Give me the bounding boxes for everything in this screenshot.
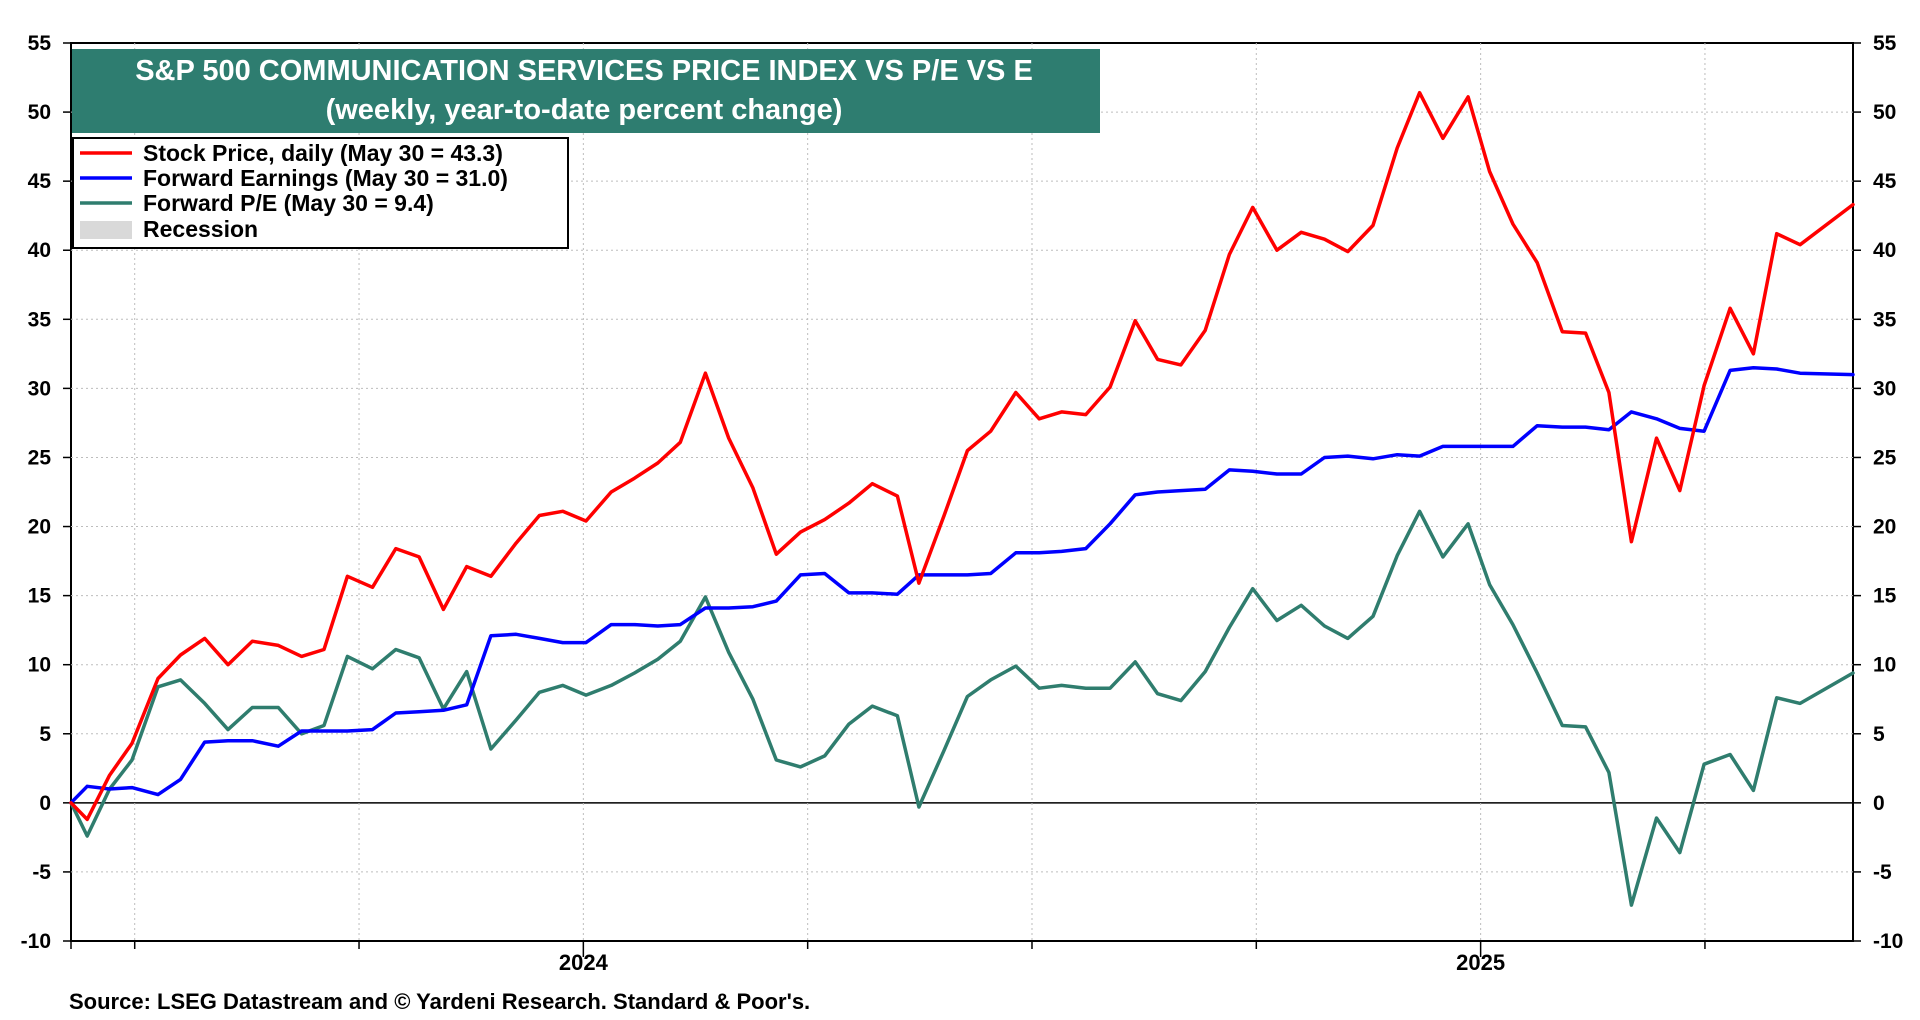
chart-title: S&P 500 COMMUNICATION SERVICES PRICE IND… <box>135 55 1033 87</box>
series-line-forward-earnings <box>69 365 1855 805</box>
y-tick-label-right: 30 <box>1873 377 1896 400</box>
y-tick-label-left: 50 <box>28 101 51 124</box>
legend-label-recession: Recession <box>143 216 258 242</box>
y-tick-label-left: 55 <box>28 32 52 55</box>
y-tick-label-right: 40 <box>1873 239 1896 262</box>
y-tick-label-right: 10 <box>1873 654 1896 677</box>
y-tick-label-right: 5 <box>1873 723 1885 746</box>
x-tick-label: 2025 <box>1456 950 1505 975</box>
series-lines <box>69 90 1855 907</box>
y-tick-label-right: 45 <box>1873 170 1897 193</box>
y-tick-label-left: 40 <box>28 239 51 262</box>
legend-label-forward-earnings: Forward Earnings (May 30 = 31.0) <box>143 165 508 191</box>
legend-swatch-recession <box>80 221 132 239</box>
source-note: Source: LSEG Datastream and © Yardeni Re… <box>69 989 810 1014</box>
title-box: S&P 500 COMMUNICATION SERVICES PRICE IND… <box>72 49 1100 133</box>
legend-label-forward-pe: Forward P/E (May 30 = 9.4) <box>143 190 434 216</box>
y-tick-label-left: 25 <box>28 446 52 469</box>
y-tick-label-left: 35 <box>28 308 52 331</box>
y-tick-label-right: -5 <box>1873 861 1892 884</box>
y-tick-label-right: 35 <box>1873 308 1897 331</box>
y-tick-label-left: 45 <box>28 170 52 193</box>
y-tick-label-right: 55 <box>1873 32 1897 55</box>
legend: Stock Price, daily (May 30 = 43.3) Forwa… <box>72 137 569 249</box>
y-tick-label-right: -10 <box>1873 930 1903 953</box>
y-tick-label-left: 10 <box>28 654 51 677</box>
y-tick-label-left: -5 <box>32 861 51 884</box>
series-line-forward-pe <box>69 509 1855 907</box>
legend-label-stock-price: Stock Price, daily (May 30 = 43.3) <box>143 140 503 166</box>
y-tick-label-left: -10 <box>21 930 51 953</box>
series-line-stock-price <box>69 90 1855 822</box>
x-tick-label: 2024 <box>559 950 609 975</box>
y-tick-label-left: 0 <box>39 792 51 815</box>
y-tick-label-left: 20 <box>28 516 51 539</box>
y-tick-label-right: 50 <box>1873 101 1896 124</box>
chart-subtitle: (weekly, year-to-date percent change) <box>326 94 843 126</box>
y-tick-label-left: 15 <box>28 585 52 608</box>
y-tick-label-left: 30 <box>28 377 51 400</box>
y-tick-label-right: 20 <box>1873 516 1896 539</box>
y-tick-label-right: 25 <box>1873 446 1897 469</box>
y-tick-label-right: 15 <box>1873 585 1897 608</box>
y-tick-label-right: 0 <box>1873 792 1885 815</box>
y-tick-label-left: 5 <box>39 723 51 746</box>
